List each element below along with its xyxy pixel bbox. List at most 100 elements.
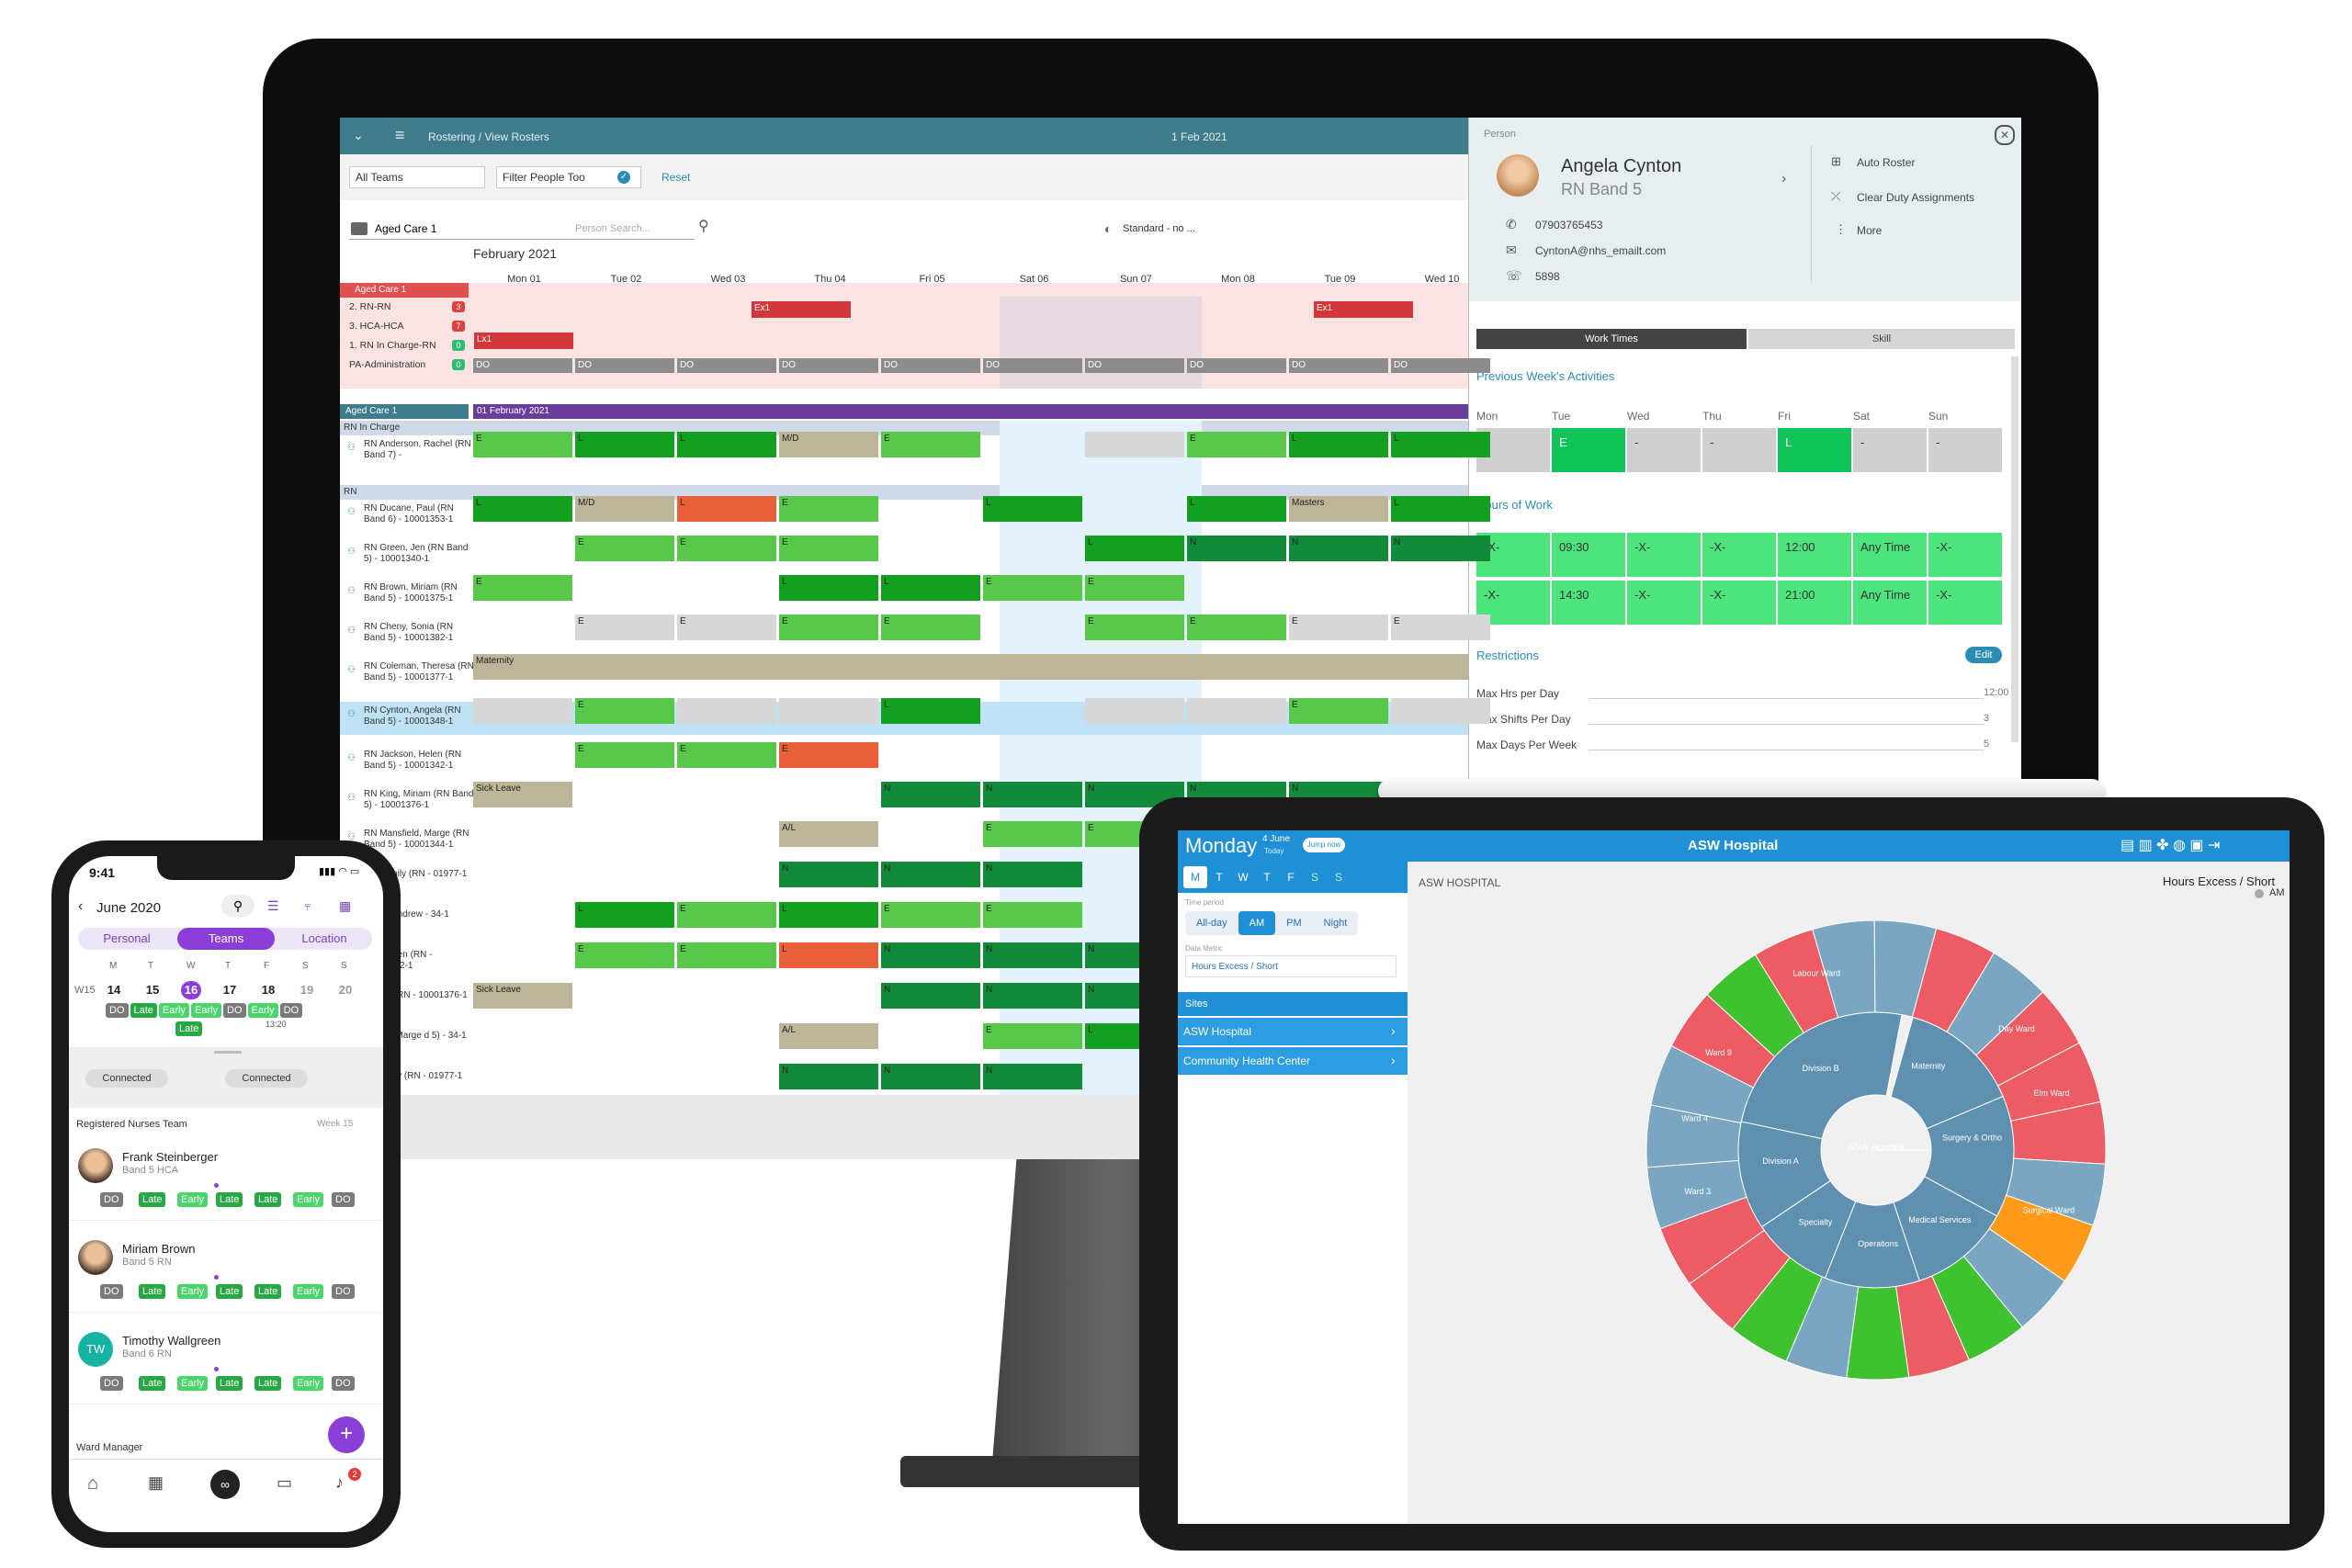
edit-button[interactable]: Edit: [1965, 647, 2002, 663]
summary-cell[interactable]: Ex1: [1314, 301, 1413, 318]
do-cell[interactable]: DO: [575, 358, 674, 373]
date-chip[interactable]: 17: [222, 983, 237, 997]
shift-pill[interactable]: Late: [254, 1192, 282, 1207]
hours-cell[interactable]: -X-: [1627, 581, 1701, 625]
shift-cell[interactable]: [779, 698, 878, 724]
shift-cell[interactable]: E: [473, 575, 572, 601]
prev-activity-cell[interactable]: -: [1853, 428, 1927, 472]
shift-cell[interactable]: [1085, 698, 1184, 724]
shift-cell[interactable]: E: [881, 902, 980, 928]
staff-name[interactable]: RN Jackson, Helen (RN Band 5) - 10001342…: [364, 750, 462, 771]
staff-name[interactable]: RN Anderson, Rachel (RN Band 7) -: [364, 439, 471, 460]
shift-cell[interactable]: [473, 698, 572, 724]
shift-cell[interactable]: Maternity: [473, 654, 1468, 680]
shift-pill[interactable]: DO: [106, 1003, 129, 1018]
chevron-down-icon[interactable]: ⌄: [353, 128, 364, 142]
shift-cell[interactable]: E: [983, 1023, 1082, 1049]
hours-cell[interactable]: 14:30: [1552, 581, 1625, 625]
date-chip[interactable]: 18: [261, 983, 276, 997]
hours-cell[interactable]: -X-: [1928, 581, 2002, 625]
shift-cell[interactable]: N: [881, 942, 980, 968]
staff-name[interactable]: erson, Andrew - 34-1: [364, 909, 449, 919]
shift-cell[interactable]: M/D: [575, 496, 674, 522]
do-cell[interactable]: DO: [779, 358, 878, 373]
shift-cell[interactable]: N: [881, 862, 980, 887]
shift-cell[interactable]: E: [575, 536, 674, 561]
date-chip[interactable]: 19: [300, 983, 314, 997]
day-button[interactable]: M: [1183, 866, 1207, 888]
shift-cell[interactable]: L: [779, 942, 878, 968]
toolbar-icons[interactable]: ▤ ▥ ✤ ◍ ▣ ⇥: [2120, 838, 2221, 853]
shift-cell[interactable]: N: [1187, 536, 1286, 561]
staff-name[interactable]: RN Ducane, Paul (RN Band 6) - 10001353-1: [364, 503, 454, 525]
jump-now-button[interactable]: Jump now: [1303, 838, 1345, 852]
shift-pill[interactable]: Late: [254, 1284, 282, 1299]
shift-pill[interactable]: Early: [293, 1284, 324, 1299]
shift-pill[interactable]: Early: [293, 1192, 324, 1207]
staff-name[interactable]: RN Coleman, Theresa (RN Band 5) - 100013…: [364, 661, 474, 682]
shift-cell[interactable]: N: [881, 1064, 980, 1089]
shift-cell[interactable]: E: [779, 496, 878, 522]
staff-name[interactable]: son, Emily (RN - 01977-1: [364, 869, 468, 879]
shift-cell[interactable]: N: [983, 862, 1082, 887]
date-chip[interactable]: 15: [145, 983, 160, 997]
shift-cell[interactable]: L: [881, 575, 980, 601]
shift-pill[interactable]: DO: [332, 1192, 355, 1207]
shift-cell[interactable]: A/L: [779, 1023, 878, 1049]
tab-teams[interactable]: Teams: [177, 928, 275, 950]
do-cell[interactable]: DO: [881, 358, 980, 373]
shift-cell[interactable]: E: [575, 698, 674, 724]
day-button[interactable]: F: [1287, 871, 1295, 884]
person-phone[interactable]: 07903765453: [1535, 219, 1603, 231]
prev-activity-cell[interactable]: L: [1778, 428, 1851, 472]
tab-skill[interactable]: Skill: [1748, 329, 2015, 349]
shift-cell[interactable]: E: [1085, 615, 1184, 640]
do-cell[interactable]: DO: [677, 358, 776, 373]
shift-cell[interactable]: Sick Leave: [473, 983, 572, 1009]
bell-icon[interactable]: ♪: [335, 1473, 344, 1492]
person-name[interactable]: Miriam Brown: [122, 1242, 196, 1256]
connected-badge[interactable]: Connected: [85, 1069, 168, 1088]
shift-cell[interactable]: [1391, 698, 1490, 724]
shift-cell[interactable]: E: [779, 742, 878, 768]
hours-cell[interactable]: 09:30: [1552, 533, 1625, 577]
calendar-icon[interactable]: ▦: [339, 898, 352, 913]
shift-pill[interactable]: Late: [254, 1376, 282, 1391]
shift-cell[interactable]: E: [983, 902, 1082, 928]
summary-header[interactable]: Aged Care 1: [340, 283, 469, 298]
tab-work-times[interactable]: Work Times: [1476, 329, 1747, 349]
shift-cell[interactable]: [1085, 432, 1184, 457]
summary-cell[interactable]: Ex1: [752, 301, 851, 318]
clear-duty-button[interactable]: Clear Duty Assignments: [1857, 191, 1975, 204]
staff-name[interactable]: on, Emily (RN - 01977-1: [364, 1071, 463, 1081]
chevron-right-icon[interactable]: ›: [1781, 171, 1787, 186]
shift-pill[interactable]: Early: [247, 1003, 278, 1018]
menu-icon[interactable]: ≡: [395, 126, 405, 144]
person-search-input[interactable]: Person Search...: [570, 219, 695, 240]
shift-pill[interactable]: Late: [139, 1376, 166, 1391]
period-option[interactable]: PM: [1286, 918, 1302, 929]
filter-people-toggle[interactable]: Filter People Too: [496, 166, 641, 188]
shift-cell[interactable]: E: [677, 742, 776, 768]
standard-select[interactable]: Standard - no ...: [1123, 223, 1195, 234]
shift-cell[interactable]: E: [1289, 615, 1388, 640]
shift-pill[interactable]: Late: [216, 1192, 243, 1207]
shift-cell[interactable]: E: [881, 615, 980, 640]
hours-cell[interactable]: -X-: [1702, 581, 1776, 625]
shift-pill[interactable]: DO: [100, 1284, 123, 1299]
shift-pill[interactable]: DO: [332, 1284, 355, 1299]
shift-cell[interactable]: N: [779, 1064, 878, 1089]
shift-cell[interactable]: L: [1391, 496, 1490, 522]
period-option[interactable]: Night: [1323, 918, 1348, 929]
hours-cell[interactable]: -X-: [1928, 533, 2002, 577]
staff-name[interactable]: RN Mansfield, Marge (RN Band 5) - 100013…: [364, 829, 469, 850]
shift-cell[interactable]: N: [881, 983, 980, 1009]
do-cell[interactable]: DO: [473, 358, 572, 373]
search-icon[interactable]: ⚲: [698, 219, 709, 234]
shift-cell[interactable]: [677, 698, 776, 724]
home-icon[interactable]: ⌂: [87, 1473, 99, 1494]
shift-pill[interactable]: Early: [177, 1284, 209, 1299]
shift-pill[interactable]: Early: [158, 1003, 189, 1018]
shift-cell[interactable]: L: [575, 432, 674, 457]
shift-pill[interactable]: Early: [177, 1376, 209, 1391]
